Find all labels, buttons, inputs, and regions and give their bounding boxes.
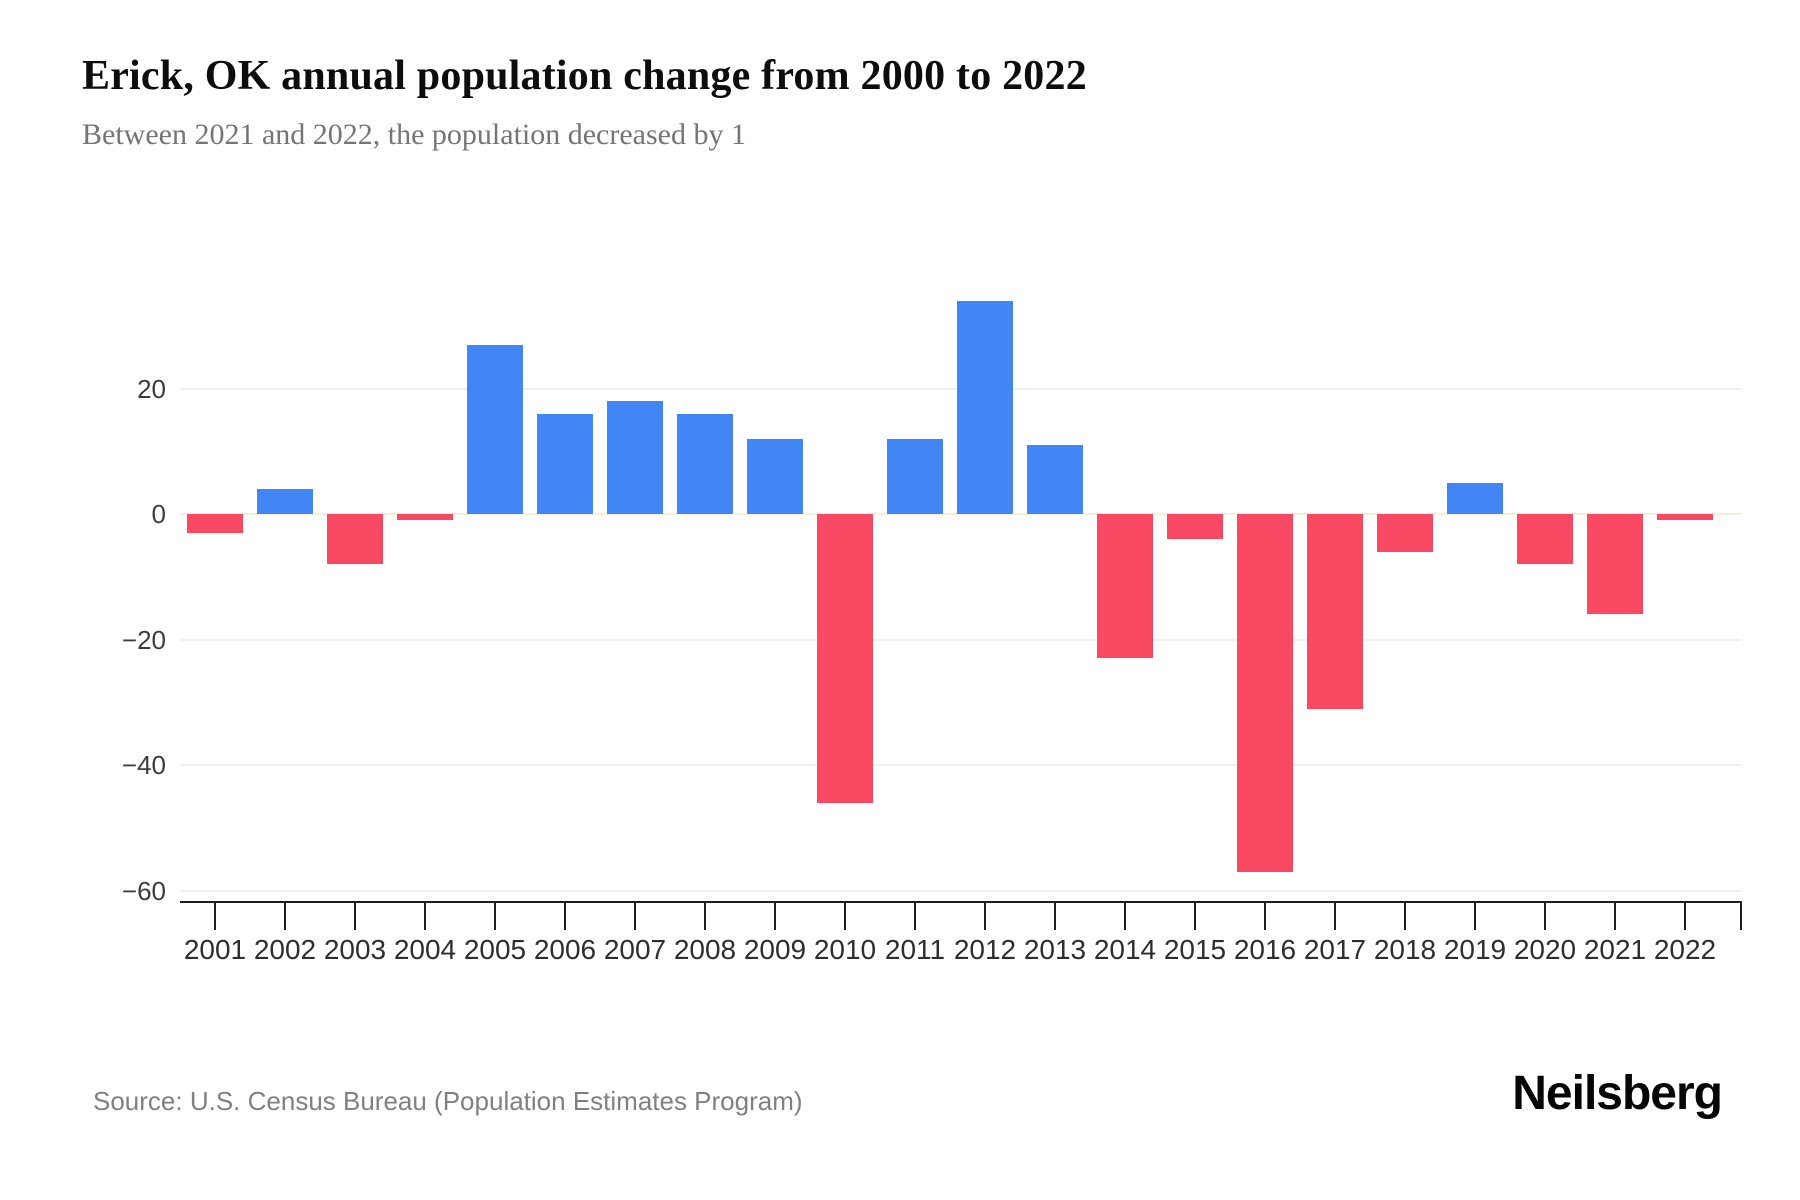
x-axis-label-2003: 2003 xyxy=(323,934,387,965)
bar-2006 xyxy=(537,413,593,514)
bar-2022 xyxy=(1657,514,1713,521)
x-axis-label-2014: 2014 xyxy=(1093,934,1157,965)
bar-2020 xyxy=(1517,514,1573,565)
bar-2021 xyxy=(1587,514,1643,615)
x-axis-tick-2015 xyxy=(1194,903,1196,930)
x-axis-tick-2020 xyxy=(1544,903,1546,930)
x-axis-label-2015: 2015 xyxy=(1163,934,1227,965)
x-axis-tick-2014 xyxy=(1124,903,1126,930)
bar-2010 xyxy=(817,514,873,803)
bar-2011 xyxy=(887,438,943,514)
y-axis-label-0: 0 xyxy=(151,499,166,529)
x-axis-label-2018: 2018 xyxy=(1373,934,1437,965)
x-axis-tick-2022 xyxy=(1684,903,1686,930)
source-note: Source: U.S. Census Bureau (Population E… xyxy=(93,1086,803,1116)
gridline-y--60 xyxy=(180,889,1742,892)
x-axis-tick-2011 xyxy=(914,903,916,930)
x-axis-tick-2010 xyxy=(844,903,846,930)
x-axis-label-2021: 2021 xyxy=(1583,934,1647,965)
x-axis-tick-2017 xyxy=(1334,903,1336,930)
x-axis-label-2006: 2006 xyxy=(533,934,597,965)
x-axis-tick-2007 xyxy=(634,903,636,930)
x-axis-label-2002: 2002 xyxy=(253,934,317,965)
y-axis-label--60: −60 xyxy=(121,875,166,906)
bar-2019 xyxy=(1447,482,1503,514)
x-axis-tick-2002 xyxy=(284,903,286,930)
x-axis-label-2008: 2008 xyxy=(673,934,737,965)
bar-2018 xyxy=(1377,514,1433,552)
x-axis-tick-2004 xyxy=(424,903,426,930)
x-axis-tick-2001 xyxy=(214,903,216,930)
x-axis-tick-2021 xyxy=(1614,903,1616,930)
x-axis-tick-2009 xyxy=(774,903,776,930)
gridline-y--40 xyxy=(180,764,1742,766)
bar-2012 xyxy=(957,300,1013,514)
chart-title: Erick, OK annual population change from … xyxy=(82,53,1087,99)
x-axis-tick-2018 xyxy=(1404,903,1406,930)
x-axis-label-2013: 2013 xyxy=(1023,934,1087,965)
x-axis-label-2011: 2011 xyxy=(884,934,946,965)
bar-2003 xyxy=(327,514,383,565)
bar-2004 xyxy=(397,514,453,521)
bar-2014 xyxy=(1097,514,1153,659)
x-axis-tick-2012 xyxy=(984,903,986,930)
x-axis-label-2001: 2001 xyxy=(183,934,247,965)
bar-2017 xyxy=(1307,514,1363,709)
x-axis-label-2004: 2004 xyxy=(393,934,457,965)
x-axis-label-2007: 2007 xyxy=(603,934,667,965)
bar-2016 xyxy=(1237,514,1293,872)
brand-logo: Neilsberg xyxy=(1512,1067,1723,1120)
x-axis-label-2010: 2010 xyxy=(813,934,877,965)
y-axis-label-20: 20 xyxy=(137,373,166,404)
x-axis-tick-2019 xyxy=(1474,903,1476,930)
x-axis-label-2005: 2005 xyxy=(463,934,527,965)
bar-2001 xyxy=(187,514,243,533)
bar-2007 xyxy=(607,401,663,514)
x-axis-label-2019: 2019 xyxy=(1443,934,1507,965)
bar-2005 xyxy=(467,344,523,514)
x-axis-tick-2016 xyxy=(1264,903,1266,930)
y-axis-label--40: −40 xyxy=(121,750,166,780)
x-axis-tick-2005 xyxy=(494,903,496,930)
x-axis-label-2022: 2022 xyxy=(1653,934,1717,965)
gridline-y-0 xyxy=(180,513,1742,515)
x-axis-tick-end xyxy=(1740,903,1742,930)
x-axis-label-2012: 2012 xyxy=(953,934,1017,965)
gridline-y--20 xyxy=(180,638,1742,641)
x-axis-tick-2003 xyxy=(354,903,356,930)
bar-2015 xyxy=(1167,514,1223,540)
chart-subtitle: Between 2021 and 2022, the population de… xyxy=(82,118,746,151)
x-axis-label-2016: 2016 xyxy=(1233,934,1297,965)
x-axis-tick-2013 xyxy=(1054,903,1056,930)
bar-2002 xyxy=(257,488,313,514)
y-axis-label--20: −20 xyxy=(121,624,166,655)
x-axis-label-2017: 2017 xyxy=(1303,934,1367,965)
x-axis-tick-2006 xyxy=(564,903,566,930)
x-axis-label-2020: 2020 xyxy=(1513,934,1577,965)
bar-2009 xyxy=(747,438,803,514)
bar-2013 xyxy=(1027,444,1083,514)
bar-2008 xyxy=(677,413,733,514)
x-axis-line xyxy=(180,901,1742,903)
x-axis-tick-2008 xyxy=(704,903,706,930)
x-axis-label-2009: 2009 xyxy=(743,934,807,965)
